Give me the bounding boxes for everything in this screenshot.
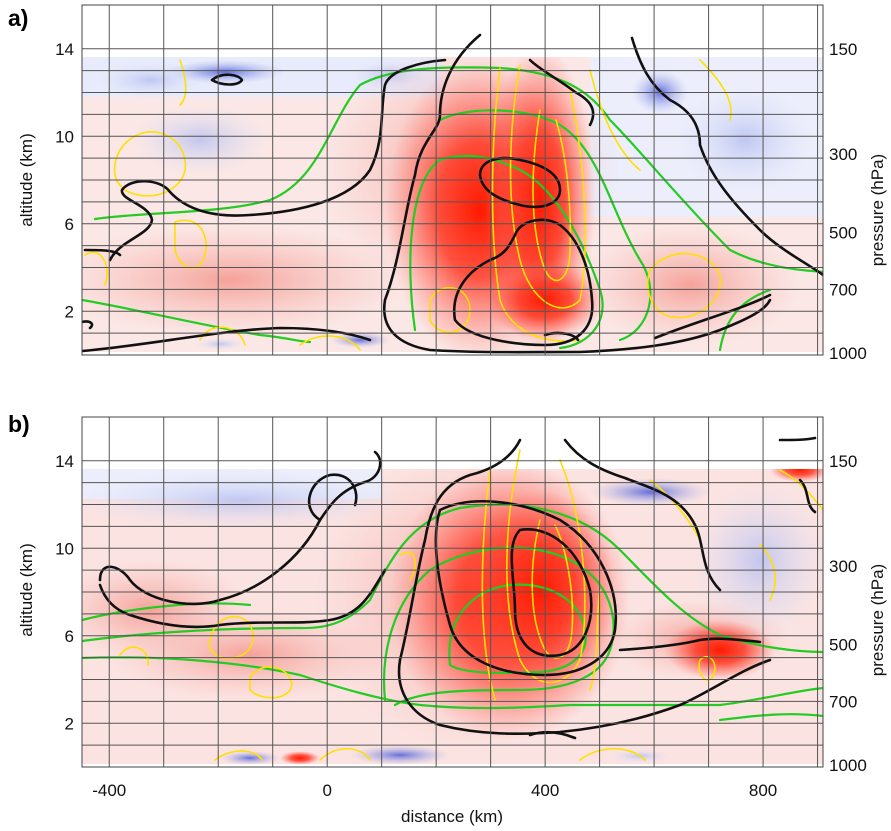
x-tick-label: -400 — [92, 781, 126, 800]
panel-a-grid — [82, 5, 823, 355]
panel-a-pressure-ticks: 150 300 500 700 1000 — [829, 40, 867, 363]
pressure-tick-label: 700 — [829, 280, 857, 299]
panel-b-label: b) — [8, 411, 30, 437]
panel-b: 2 6 10 14 150 300 500 700 1000 -400 0 400 800 b) a… — [8, 411, 887, 826]
y-tick-label: 2 — [65, 302, 74, 321]
panel-b-right-axis-title: pressure (hPa) — [868, 564, 887, 676]
pressure-tick-label: 300 — [829, 145, 857, 164]
pressure-tick-label: 500 — [829, 636, 857, 655]
panel-a-y-ticks: 2 6 10 14 — [55, 40, 74, 322]
panel-b-y-ticks: 2 6 10 14 — [55, 452, 74, 734]
pressure-tick-label: 1000 — [829, 756, 867, 775]
pressure-tick-label: 1000 — [829, 344, 867, 363]
panel-b-x-axis-title: distance (km) — [401, 807, 503, 826]
panel-a-frame — [81, 4, 824, 356]
panel-a: 2 6 10 14 150 300 500 700 1000 a) altitude (km)… — [8, 4, 887, 363]
panel-b-x-ticks: -400 0 400 800 — [92, 781, 777, 800]
y-tick-label: 10 — [55, 539, 74, 558]
y-tick-label: 14 — [55, 40, 74, 59]
panel-b-blue-patch — [590, 478, 710, 506]
y-tick-label: 2 — [65, 714, 74, 733]
pressure-tick-label: 700 — [829, 692, 857, 711]
pressure-tick-label: 150 — [829, 452, 857, 471]
x-tick-label: 0 — [322, 781, 331, 800]
panel-a-y-axis-title: altitude (km) — [17, 133, 36, 227]
pressure-tick-label: 300 — [829, 557, 857, 576]
panel-a-label: a) — [8, 5, 28, 31]
y-tick-label: 14 — [55, 452, 74, 471]
y-tick-label: 6 — [65, 627, 74, 646]
panel-b-frame — [81, 416, 824, 768]
panel-b-grid — [82, 417, 823, 767]
panel-a-right-axis-title: pressure (hPa) — [868, 154, 887, 266]
pressure-tick-label: 500 — [829, 224, 857, 243]
pressure-tick-label: 150 — [829, 40, 857, 59]
x-tick-label: 400 — [531, 781, 559, 800]
x-tick-label: 800 — [749, 781, 777, 800]
y-tick-label: 10 — [55, 127, 74, 146]
panel-b-y-axis-title: altitude (km) — [17, 543, 36, 637]
y-tick-label: 6 — [65, 215, 74, 234]
panel-b-pressure-ticks: 150 300 500 700 1000 — [829, 452, 867, 775]
